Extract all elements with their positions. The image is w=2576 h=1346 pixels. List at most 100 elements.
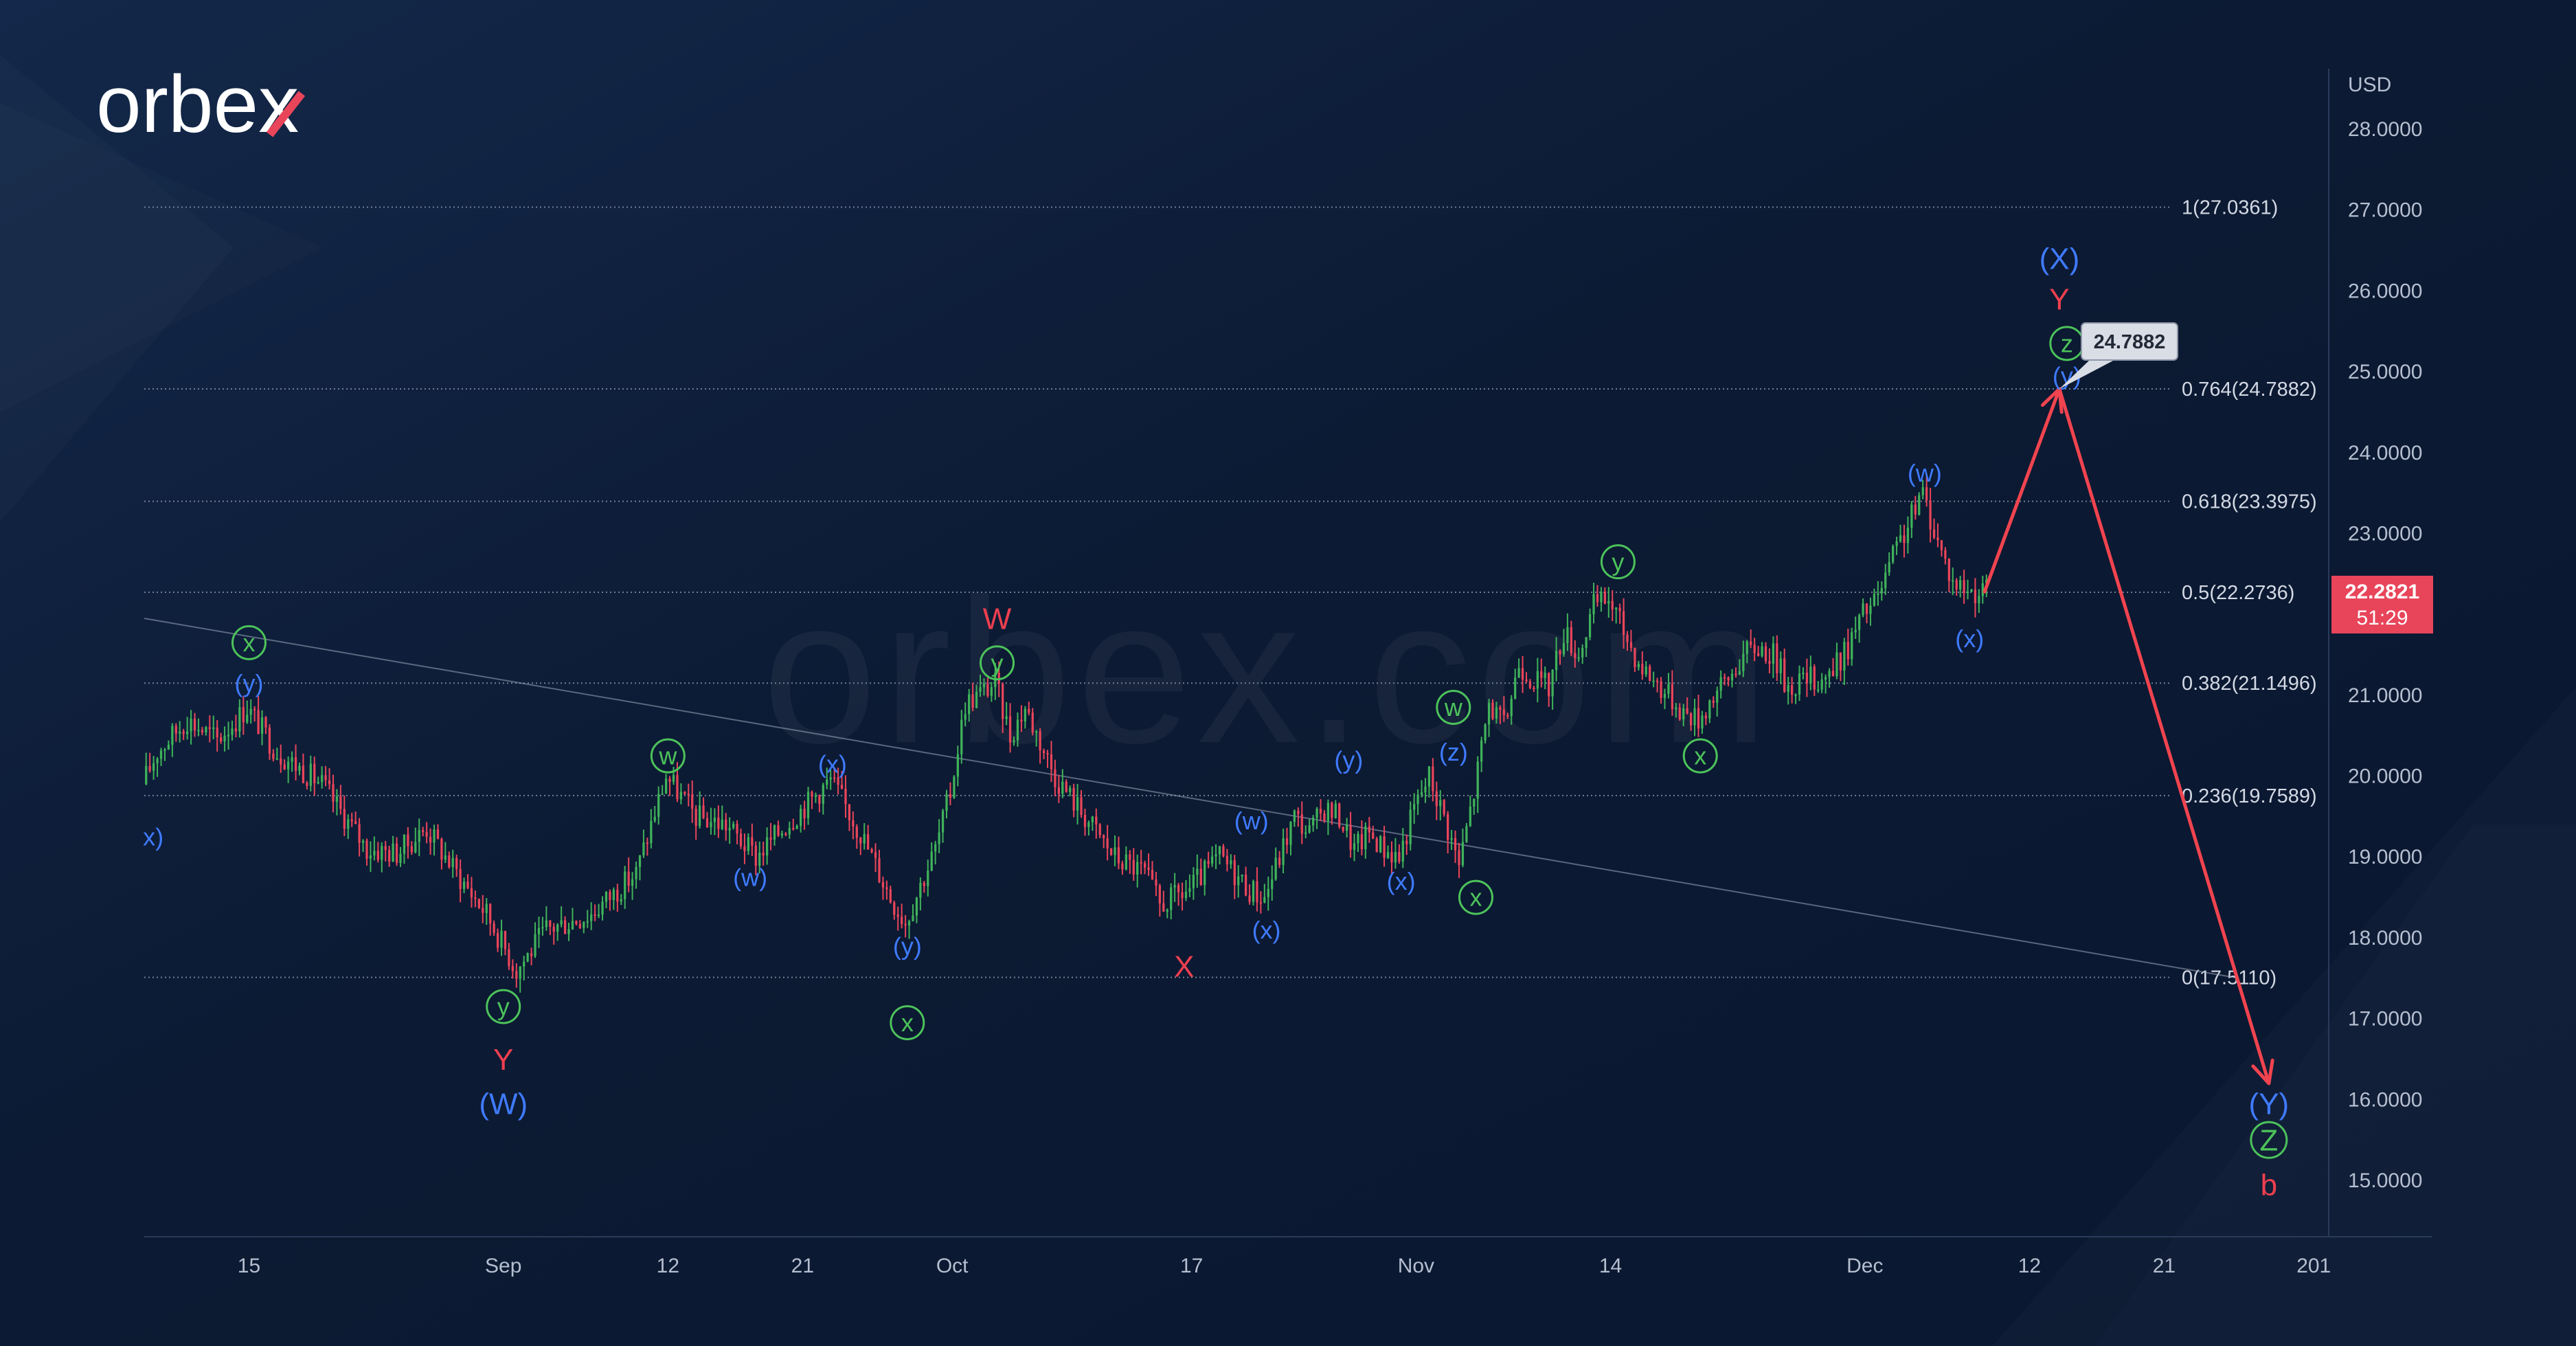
candle-body: [1222, 846, 1225, 856]
candle-body: [1476, 761, 1479, 799]
candle-body: [530, 953, 533, 956]
candle-body: [620, 899, 622, 902]
candle-body: [328, 780, 331, 785]
candle-body: [545, 920, 547, 928]
candle-body: [399, 853, 402, 863]
candle-body: [1981, 583, 1984, 596]
candle-body: [291, 757, 293, 762]
candle-body: [930, 851, 933, 871]
candle-body: [1510, 698, 1513, 717]
candle-body: [298, 765, 301, 771]
candle-body: [152, 763, 155, 771]
candle-body: [407, 834, 409, 846]
wave-label: Y: [493, 1043, 513, 1077]
candle-body: [201, 730, 204, 733]
candle-body: [1106, 838, 1109, 849]
candle-body: [1869, 605, 1872, 614]
fib-level-label: 0.236(19.7589): [2182, 785, 2317, 807]
candle-body: [485, 904, 488, 913]
candle-body: [1787, 684, 1789, 692]
wave-label-circle: [1458, 879, 1493, 915]
candle-body: [246, 715, 249, 723]
candle-body: [1300, 814, 1303, 834]
candle-body: [612, 889, 615, 901]
wave-label: (w): [1234, 807, 1269, 835]
wave-label: (W): [479, 1088, 528, 1121]
candle-body: [523, 961, 526, 967]
candle-body: [1177, 885, 1180, 893]
candle-body: [563, 920, 567, 934]
candle-body: [1323, 813, 1326, 821]
candle-body: [1708, 700, 1711, 719]
candle-body: [1921, 487, 1924, 495]
candle-body: [806, 792, 810, 818]
candle-body: [1831, 671, 1835, 677]
candle-body: [1256, 881, 1258, 903]
candle-body: [657, 794, 660, 817]
candle-body: [1151, 870, 1154, 880]
candle-body: [1098, 824, 1101, 835]
candle-body: [227, 734, 230, 737]
candle-body: [949, 794, 952, 798]
candle-body: [1761, 646, 1763, 656]
candle-body: [167, 745, 170, 750]
candle-body: [1129, 854, 1131, 860]
candle-body: [1581, 648, 1584, 658]
candle-body: [1293, 810, 1296, 822]
price-tick-label: 21.0000: [2348, 684, 2422, 707]
candle-body: [174, 726, 177, 734]
candle-body: [1629, 642, 1633, 648]
candle-body: [1776, 643, 1778, 673]
wave-label: y: [991, 649, 1004, 677]
candle-body: [197, 730, 200, 732]
candle-body: [1214, 854, 1217, 857]
candle-body: [414, 842, 417, 853]
candle-body: [1932, 529, 1936, 538]
candle-body: [1985, 579, 1988, 583]
candle-body: [717, 817, 720, 829]
candle-body: [1244, 875, 1247, 896]
time-tick-label: 12: [657, 1255, 679, 1277]
fib-level-label: 0.618(23.3975): [2182, 491, 2317, 513]
candle-body: [1016, 719, 1019, 741]
candle-body: [1884, 572, 1887, 588]
candle-body: [163, 749, 166, 751]
candle-body: [1768, 661, 1771, 664]
candle-body: [1080, 797, 1083, 816]
candle-body: [1046, 753, 1049, 755]
candle-body: [713, 817, 716, 822]
candle-body: [1540, 671, 1543, 678]
candle-body: [253, 708, 256, 710]
candle-body: [904, 923, 907, 926]
candle-body: [392, 843, 394, 862]
candle-body: [268, 727, 271, 754]
candle-body: [780, 833, 784, 836]
candle-body: [1297, 810, 1300, 815]
candle-body: [1798, 673, 1801, 695]
candle-body: [1005, 716, 1008, 719]
candle-body: [1263, 897, 1266, 903]
candle-body: [1966, 592, 1969, 594]
candle-body: [358, 824, 361, 843]
price-tick-label: 16.0000: [2348, 1088, 2422, 1111]
candle-body: [1432, 766, 1434, 792]
price-tick-label: 23.0000: [2348, 522, 2422, 545]
wave-label: (x): [818, 750, 847, 778]
candle-body: [1375, 838, 1378, 853]
candle-body: [223, 735, 226, 742]
trendline-layer: [144, 618, 2239, 979]
candle-body: [1963, 580, 1965, 594]
candle-body: [1678, 707, 1681, 719]
candle-body: [234, 728, 238, 732]
candle-body: [1114, 847, 1116, 855]
candle-body: [1020, 719, 1023, 721]
candle-body: [1839, 652, 1842, 671]
candle-body: [219, 737, 223, 742]
candle-body: [1944, 550, 1947, 559]
candle-body: [855, 827, 858, 838]
candle-body: [571, 921, 574, 930]
candle-body: [1738, 671, 1741, 675]
candle-body: [1686, 708, 1688, 714]
candle-body: [1357, 833, 1359, 844]
price-tick-label: 17.0000: [2348, 1008, 2422, 1031]
